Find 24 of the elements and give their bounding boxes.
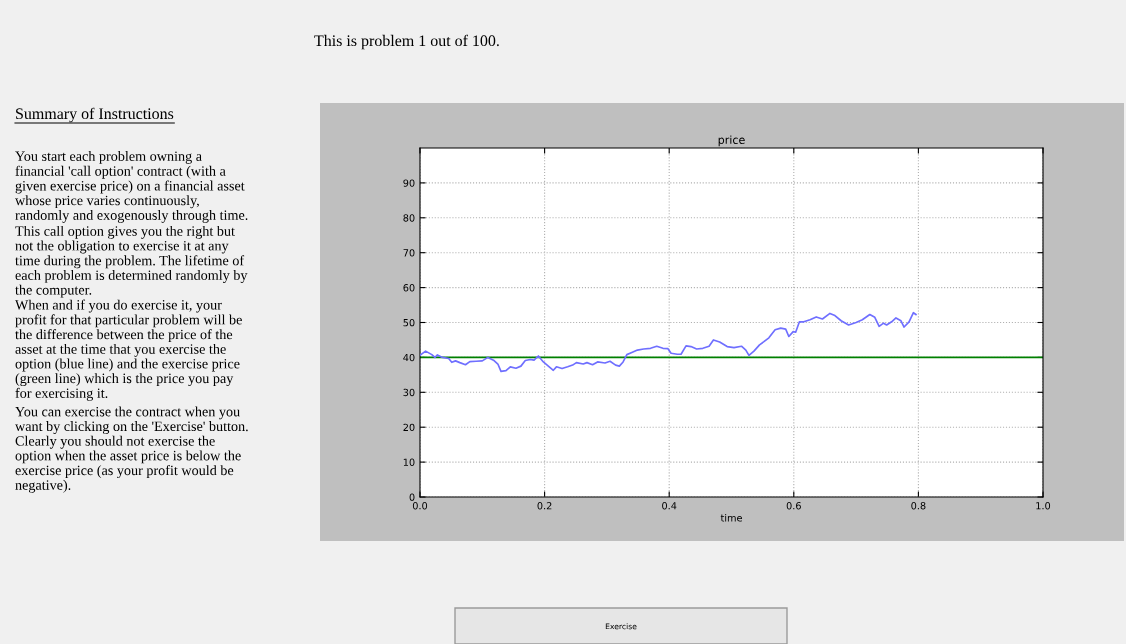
text: When and if you do exercise it, your profit for that particular problem will be the difference between the price of the asset at the time that you exercise the option (blue line) and the exercise price (green line) which is the price you pay for exercising it. bbox=[15, 299, 242, 401]
x-tick-label: 0.0 bbox=[412, 502, 428, 510]
x-tick-label: 0.4 bbox=[662, 502, 677, 510]
text: You can exercise the contract when you want by clicking on the 'Exercise' button. Clearly you should not exercise the option when the asset price is below the exercise price (as your profit would be negative). bbox=[15, 406, 248, 493]
x-tick-label: 1.0 bbox=[1036, 502, 1051, 510]
y-tick-label: 50 bbox=[403, 318, 415, 327]
text: You start each problem owning a financial 'call option' contract (with a given exercise price) on a financial asset whose price varies continuously, randomly and exogenously through time. bbox=[15, 151, 248, 223]
y-tick-label: 90 bbox=[403, 179, 415, 187]
x-tick-label: 0.6 bbox=[786, 502, 801, 510]
y-tick-label: 60 bbox=[403, 284, 415, 292]
text: This is problem 1 out of 100. bbox=[314, 34, 499, 50]
x-axis-title: time bbox=[720, 514, 742, 522]
text: This call option gives you the right but not the obligation to exercise it at any time during the problem. The lifetime of each problem is determined randomly by the computer. bbox=[15, 225, 248, 298]
x-tick-label: 0.2 bbox=[537, 502, 552, 510]
chart-title: price bbox=[718, 135, 745, 147]
y-tick-label: 30 bbox=[403, 388, 415, 397]
y-tick-label: 20 bbox=[403, 423, 415, 432]
y-tick-label: 0 bbox=[409, 493, 415, 501]
text: Summary of Instructions bbox=[16, 107, 174, 123]
y-tick-label: 80 bbox=[403, 214, 415, 222]
y-tick-label: 40 bbox=[403, 353, 415, 362]
x-tick-label: 0.8 bbox=[911, 502, 926, 510]
y-tick-label: 70 bbox=[403, 249, 415, 257]
y-tick-label: 10 bbox=[403, 458, 415, 466]
